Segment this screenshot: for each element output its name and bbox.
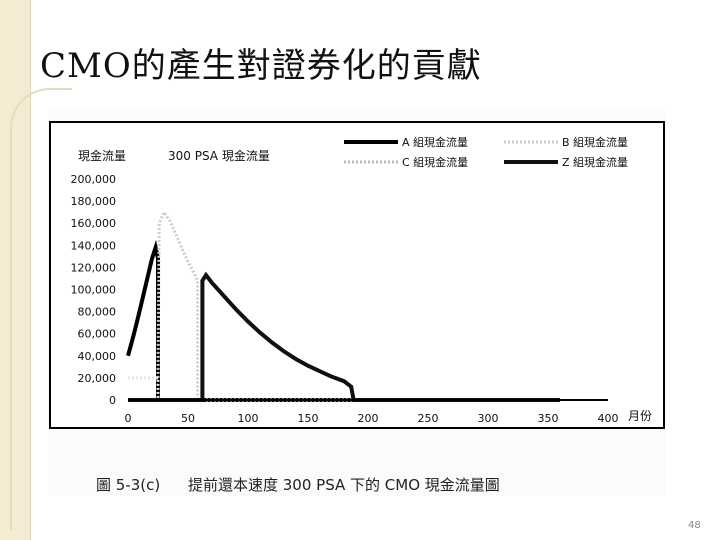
figure-number: 圖 5-3(c) [96, 476, 161, 494]
y-tick-label: 180,000 [71, 195, 117, 208]
series-line-4 [128, 271, 560, 402]
chart-title: 300 PSA 現金流量 [168, 148, 270, 163]
y-tick-label: 60,000 [78, 328, 117, 341]
x-tick-label: 250 [418, 412, 439, 425]
page-number: 48 [688, 520, 701, 531]
legend: A 組現金流量 B 組現金流量 C 組現金流量 Z 組現金流量 [344, 135, 628, 169]
x-tick-label: 100 [238, 412, 259, 425]
x-tick-label: 400 [598, 412, 619, 425]
series-line-2 [156, 209, 200, 400]
y-tick-label: 160,000 [71, 217, 117, 230]
slide-title: CMO的產生對證券化的貢獻 [40, 46, 482, 86]
figure-caption: 提前還本速度 300 PSA 下的 CMO 現金流量圖 [188, 476, 500, 494]
legend-label: A 組現金流量 [402, 135, 468, 149]
x-tick-label: 350 [538, 412, 559, 425]
x-tick-label: 300 [478, 412, 499, 425]
y-tick-label: 140,000 [71, 239, 117, 252]
cashflow-chart: A 組現金流量 B 組現金流量 C 組現金流量 Z 組現金流量 現金流量 300 PS… [49, 121, 665, 429]
decorative-side-strip [0, 0, 31, 540]
x-tick-label: 200 [358, 412, 379, 425]
x-tick-label: 50 [181, 412, 195, 425]
y-tick-label: 200,000 [71, 173, 117, 186]
y-tick-label: 80,000 [78, 306, 117, 319]
y-tick-label: 40,000 [78, 350, 117, 363]
y-tick-label: 100,000 [71, 284, 117, 297]
y-tick-label: 120,000 [71, 261, 117, 274]
x-tick-label: 0 [125, 412, 132, 425]
legend-label: C 組現金流量 [402, 155, 468, 169]
y-tick-labels: 0 20,000 40,000 60,000 80,000 100,000 120,000 1… [71, 173, 117, 407]
y-tick-label: 20,000 [78, 372, 117, 385]
decorative-curve [10, 88, 72, 530]
x-axis-label: 月份 [628, 409, 652, 423]
x-tick-label: 150 [298, 412, 319, 425]
y-tick-label: 0 [109, 394, 116, 407]
x-tick-labels: 0 50 100 150 200 250 300 350 400 [125, 412, 619, 425]
legend-label: B 組現金流量 [562, 135, 628, 149]
legend-label: Z 組現金流量 [562, 155, 628, 169]
y-axis-label: 現金流量 [78, 148, 126, 163]
